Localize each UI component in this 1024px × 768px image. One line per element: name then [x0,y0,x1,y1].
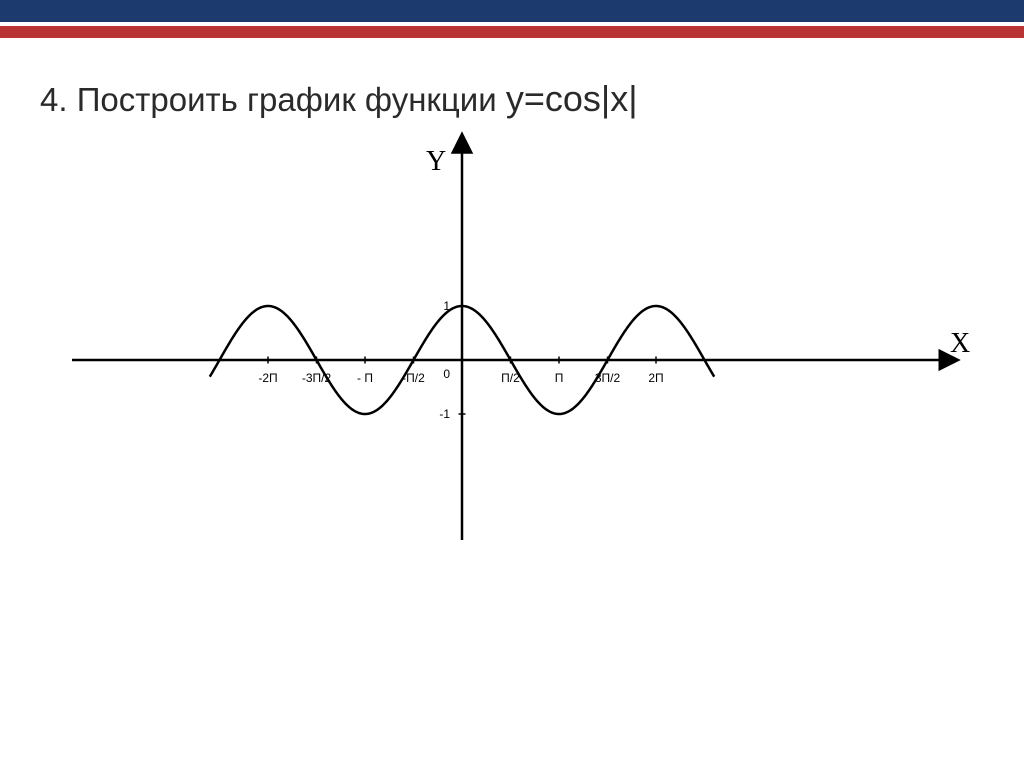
x-tick-label: 2П [648,371,663,385]
chart-container: YX-2П-3П/2- П-П/2П/2П3П/22П1-10 [0,130,1024,560]
origin-label: 0 [443,367,450,381]
y-axis-label: Y [426,146,446,177]
header-bar-red [0,26,1024,38]
x-tick-label: П [555,371,564,385]
title-function: y=cos|x| [506,78,638,119]
x-axis-label: X [950,328,970,359]
x-tick-label: -2П [258,371,277,385]
cosine-chart: YX-2П-3П/2- П-П/2П/2П3П/22П1-10 [52,130,972,560]
y-tick-label: -1 [439,407,450,421]
header-bar-dark [0,0,1024,22]
title-container: 4. Построить график функции y=cos|x| [0,38,1024,120]
title-prefix: 4. Построить график функции [40,81,506,118]
x-tick-label: - П [357,371,373,385]
